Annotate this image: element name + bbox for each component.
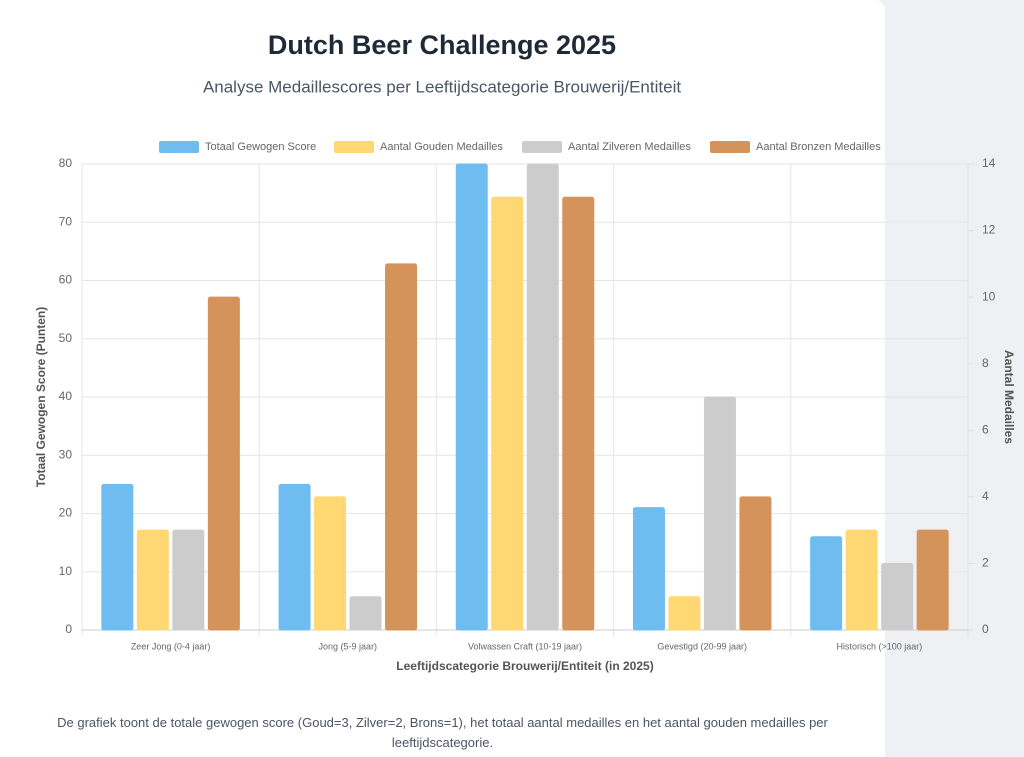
chart-title: Dutch Beer Challenge 2025 bbox=[268, 30, 616, 60]
bar bbox=[668, 596, 701, 631]
x-tick-label: Gevestigd (20-99 jaar) bbox=[657, 641, 747, 651]
bar bbox=[703, 396, 736, 631]
y2-tick-label: 12 bbox=[982, 223, 996, 237]
bar bbox=[916, 529, 949, 631]
bar bbox=[314, 496, 347, 631]
bar bbox=[632, 507, 665, 631]
y-tick-label: 60 bbox=[59, 273, 73, 287]
legend-swatch bbox=[522, 141, 562, 153]
y2-tick-label: 2 bbox=[982, 556, 989, 570]
bar bbox=[172, 529, 205, 631]
x-axis-title: Leeftijdscategorie Brouwerij/Entiteit (i… bbox=[396, 659, 653, 673]
legend-label: Aantal Bronzen Medailles bbox=[756, 141, 881, 153]
bar bbox=[385, 263, 418, 631]
caption: De grafiek toont de totale gewogen score… bbox=[57, 715, 828, 750]
y-tick-label: 30 bbox=[59, 447, 73, 461]
y-axis-title: Totaal Gewogen Score (Punten) bbox=[34, 307, 48, 487]
bar bbox=[881, 562, 914, 631]
bar bbox=[526, 163, 559, 631]
bar bbox=[455, 163, 488, 631]
y-tick-label: 20 bbox=[59, 506, 73, 520]
bar bbox=[136, 529, 169, 631]
y2-tick-label: 10 bbox=[982, 289, 996, 303]
y2-tick-label: 4 bbox=[982, 489, 989, 503]
bar bbox=[101, 483, 134, 631]
y-tick-label: 70 bbox=[59, 214, 73, 228]
bar bbox=[349, 596, 382, 631]
bar bbox=[739, 496, 772, 631]
y2-tick-label: 14 bbox=[982, 156, 996, 170]
y-tick-label: 50 bbox=[59, 331, 73, 345]
x-tick-label: Historisch (>100 jaar) bbox=[837, 641, 923, 651]
x-tick-label: Jong (5-9 jaar) bbox=[319, 641, 378, 651]
y-tick-label: 40 bbox=[59, 389, 73, 403]
y2-tick-label: 0 bbox=[982, 622, 989, 636]
legend-swatch bbox=[334, 141, 374, 153]
y2-axis-title: Aantal Medailles bbox=[1002, 350, 1016, 444]
card bbox=[0, 0, 885, 757]
bar bbox=[207, 296, 240, 631]
bar bbox=[278, 483, 311, 631]
chart: Dutch Beer Challenge 2025 Analyse Medail… bbox=[34, 30, 1016, 673]
y-tick-label: 10 bbox=[59, 564, 73, 578]
bar bbox=[491, 196, 524, 631]
x-tick-label: Volwassen Craft (10-19 jaar) bbox=[468, 641, 582, 651]
bar bbox=[562, 196, 595, 631]
x-tick-label: Zeer Jong (0-4 jaar) bbox=[131, 641, 211, 651]
legend-label: Aantal Gouden Medailles bbox=[380, 141, 503, 153]
legend-label: Totaal Gewogen Score bbox=[205, 141, 316, 153]
chart-subtitle: Analyse Medaillescores per Leeftijdscate… bbox=[203, 77, 681, 96]
y2-tick-label: 8 bbox=[982, 356, 989, 370]
legend-swatch bbox=[159, 141, 199, 153]
legend-swatch bbox=[710, 141, 750, 153]
legend-label: Aantal Zilveren Medailles bbox=[568, 141, 691, 153]
y-tick-label: 0 bbox=[65, 622, 72, 636]
bar bbox=[810, 536, 843, 631]
bar bbox=[845, 529, 878, 631]
y2-tick-label: 6 bbox=[982, 422, 989, 436]
y-tick-label: 80 bbox=[59, 156, 73, 170]
